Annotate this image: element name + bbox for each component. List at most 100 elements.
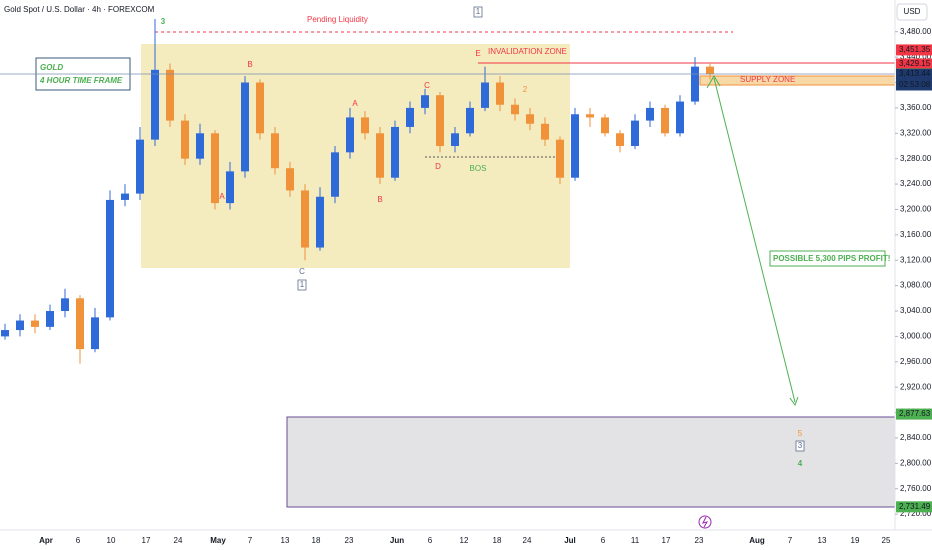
y-tick-label: 3,120.00 <box>900 255 932 264</box>
projection-arrow <box>713 77 796 403</box>
price-axis <box>895 0 932 550</box>
candle-body <box>256 82 264 134</box>
y-tick-label: 2,760.00 <box>900 484 932 493</box>
arrow-head <box>789 396 799 407</box>
frame-label: 4 HOUR TIME FRAME <box>39 76 123 85</box>
candle-body <box>661 107 669 134</box>
candles <box>0 19 895 364</box>
annotation: 4 <box>798 459 803 468</box>
candle-body <box>466 107 474 134</box>
x-tick-label: 17 <box>662 536 671 545</box>
annotation: POSSIBLE 5,300 PIPS PROFIT! <box>773 254 890 263</box>
y-tick-label: 3,480.00 <box>900 27 932 36</box>
candle-body <box>421 95 429 108</box>
annotation: 3 <box>798 441 803 450</box>
price-tag-label: 3,413.44 <box>899 69 931 78</box>
candle-body <box>1 330 9 337</box>
y-tick-label: 3,440.00 <box>900 52 932 61</box>
wave-box <box>297 279 307 291</box>
annotation: B <box>247 60 252 69</box>
profit-box <box>769 250 886 267</box>
x-tick-label: 6 <box>601 536 606 545</box>
candle-body <box>331 152 339 197</box>
y-tick-label: 3,000.00 <box>900 332 932 341</box>
price-tag-label: 3,451.35 <box>899 45 931 54</box>
candle-body <box>406 107 414 127</box>
alert-bolt <box>702 516 709 528</box>
candle-body <box>496 82 504 105</box>
annotation: 3 <box>161 17 166 26</box>
supply-zone <box>699 75 896 86</box>
price-tag <box>896 408 932 420</box>
annotation: C <box>424 81 430 90</box>
candle-body <box>211 133 219 204</box>
range-box <box>141 44 570 268</box>
x-tick-label: 23 <box>695 536 704 545</box>
price-tag-label: 3,429.15 <box>899 59 931 68</box>
candle-body <box>526 114 534 124</box>
x-tick-label: 24 <box>174 536 183 545</box>
price-tag-label: 2,877.63 <box>899 409 931 418</box>
candle-body <box>286 168 294 191</box>
candle-body <box>121 193 129 200</box>
x-tick-label: 12 <box>460 536 469 545</box>
annotation: B <box>377 195 382 204</box>
candle-body <box>541 123 549 140</box>
annotation: C <box>299 267 305 276</box>
annotation: A <box>219 192 225 201</box>
candle-body <box>271 133 279 169</box>
annotation: 1 <box>300 280 305 289</box>
candle-body <box>136 139 144 194</box>
x-tick-label: 25 <box>882 536 891 545</box>
annotation: SUPPLY ZONE <box>740 75 795 84</box>
countdown: 02:53:08 <box>899 80 931 89</box>
annotation: Pending Liquidity <box>307 15 368 24</box>
y-tick-label: 2,840.00 <box>900 433 932 442</box>
y-tick-label: 2,800.00 <box>900 458 932 467</box>
candle-body <box>301 190 309 248</box>
candle-body <box>166 69 174 121</box>
annotation: INVALIDATION ZONE <box>488 47 567 56</box>
y-tick-label: 3,240.00 <box>900 179 932 188</box>
candle-body <box>316 196 324 248</box>
x-tick-label: 10 <box>107 536 116 545</box>
target-box <box>286 416 896 508</box>
x-tick-label: 23 <box>345 536 354 545</box>
annotation: BOS <box>470 164 487 173</box>
x-tick-label: 11 <box>631 536 640 545</box>
candle-body <box>361 117 369 134</box>
candle-body <box>451 133 459 146</box>
arrow-tail <box>706 75 721 89</box>
price-tag <box>896 58 932 70</box>
annotation: 1 <box>476 7 481 16</box>
candle-body <box>376 133 384 178</box>
y-tick-label: 3,160.00 <box>900 230 932 239</box>
wave-box <box>473 6 483 18</box>
y-tick-label: 3,360.00 <box>900 103 932 112</box>
y-tick-label: 2,960.00 <box>900 357 932 366</box>
annotation: 2 <box>523 85 528 94</box>
candle-body <box>616 133 624 146</box>
candle-body <box>391 126 399 178</box>
price-tag <box>896 68 932 91</box>
candle-body <box>106 199 114 318</box>
candle-body <box>571 114 579 178</box>
candle-body <box>346 117 354 153</box>
candle-body <box>76 298 84 350</box>
x-tick-label: May <box>210 536 226 545</box>
x-tick-label: 7 <box>248 536 253 545</box>
x-tick-label: 24 <box>523 536 532 545</box>
x-tick-label: 7 <box>788 536 793 545</box>
x-tick-label: 17 <box>142 536 151 545</box>
wave-box <box>795 440 805 452</box>
candle-body <box>691 66 699 102</box>
candle-body <box>61 298 69 312</box>
candle-body <box>181 120 189 159</box>
annotation: 5 <box>798 429 803 438</box>
price-tag <box>896 44 932 56</box>
candle-body <box>646 107 654 121</box>
x-tick-label: 19 <box>851 536 860 545</box>
layers <box>35 31 896 529</box>
candle-body <box>436 95 444 146</box>
